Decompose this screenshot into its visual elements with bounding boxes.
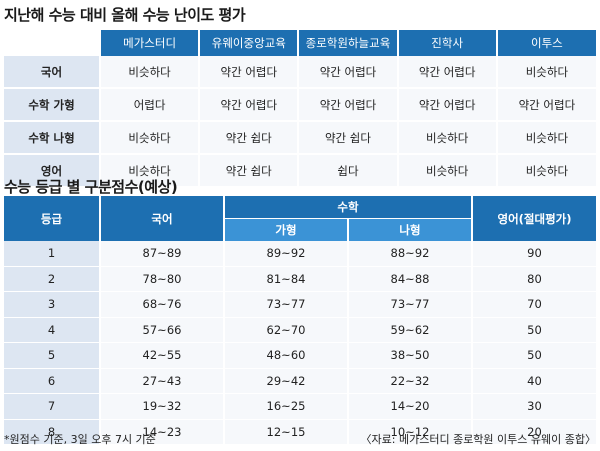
difficulty-table: 메가스터디 유웨이중앙교육 종로학원하늘교육 진학사 이투스 국어 비슷하다 약…: [4, 30, 596, 188]
table-cell: 약간 쉽다: [297, 121, 398, 155]
table-cell: 비슷하다: [495, 121, 596, 155]
korean-cell: 68~76: [99, 291, 224, 318]
math-a-cell: 12~15: [223, 419, 348, 445]
math-a-cell: 29~42: [223, 368, 348, 394]
korean-cell: 27~43: [99, 368, 224, 394]
table-cell: 어렵다: [98, 88, 200, 122]
math-b-cell: 84~88: [347, 266, 472, 292]
table-row: 7 19~32 16~25 14~20 30: [4, 393, 596, 420]
grade-cell: 2: [4, 266, 100, 292]
grade-cell: 8: [4, 419, 100, 445]
table-cell: 비슷하다: [98, 56, 200, 89]
grade-cell: 4: [4, 317, 100, 343]
math-a-cell: 62~70: [223, 317, 348, 343]
difficulty-header-row: 메가스터디 유웨이중앙교육 종로학원하늘교육 진학사 이투스: [4, 30, 596, 56]
grade-cutoff-table: 등급 국어 수학 영어(절대평가) 가형 나형 1 87~89 89~92 88~92…: [4, 196, 596, 445]
table-cell: 약간 어렵다: [396, 88, 497, 122]
table1-title: 지난해 수능 대비 올해 수능 난이도 평가: [4, 6, 246, 24]
table-cell: 약간 어렵다: [396, 56, 497, 89]
grade-cell: 6: [4, 368, 100, 394]
math-a-cell: 73~77: [223, 291, 348, 318]
header-grade: 등급: [4, 196, 100, 241]
corner-cell: [4, 30, 100, 56]
math-a-cell: 16~25: [223, 393, 348, 420]
table-cell: 비슷하다: [495, 154, 596, 188]
row-label: 국어: [4, 56, 100, 89]
math-b-cell: 38~50: [347, 342, 472, 369]
table-cell: 비슷하다: [396, 121, 497, 155]
math-b-cell: 10~12: [347, 419, 472, 445]
english-cell: 90: [471, 241, 596, 267]
table-row: 8 14~23 12~15 10~12 20: [4, 419, 596, 445]
table-cell: 비슷하다: [98, 121, 200, 155]
header-math-a: 가형: [223, 218, 348, 241]
header-uway: 유웨이중앙교육: [198, 30, 299, 56]
table-row: 1 87~89 89~92 88~92 90: [4, 241, 596, 267]
math-b-cell: 73~77: [347, 291, 472, 318]
korean-cell: 78~80: [99, 266, 224, 292]
math-b-cell: 59~62: [347, 317, 472, 343]
row-label: 수학 나형: [4, 121, 100, 155]
math-a-cell: 89~92: [223, 241, 348, 267]
header-jongro: 종로학원하늘교육: [297, 30, 398, 56]
header-math-b: 나형: [347, 218, 472, 241]
table-cell: 비슷하다: [396, 154, 497, 188]
header-korean: 국어: [99, 196, 224, 241]
table-row: 3 68~76 73~77 73~77 70: [4, 291, 596, 318]
header-english: 영어(절대평가): [471, 196, 596, 241]
table-cell: 약간 쉽다: [198, 154, 299, 188]
grade-cell: 3: [4, 291, 100, 318]
math-b-cell: 22~32: [347, 368, 472, 394]
english-cell: 50: [471, 317, 596, 343]
table-row: 수학 가형 어렵다 약간 어렵다 약간 어렵다 약간 어렵다 약간 어렵다: [4, 88, 596, 122]
header-megastudy: 메가스터디: [98, 30, 200, 56]
table-row: 수학 나형 비슷하다 약간 쉽다 약간 쉽다 비슷하다 비슷하다: [4, 121, 596, 155]
table-row: 2 78~80 81~84 84~88 80: [4, 266, 596, 292]
korean-cell: 19~32: [99, 393, 224, 420]
header-etoos: 이투스: [495, 30, 596, 56]
english-cell: 30: [471, 393, 596, 420]
row-label: 영어: [4, 154, 100, 188]
table-cell: 쉽다: [297, 154, 398, 188]
grade-header-row: 등급 국어 수학 영어(절대평가): [4, 196, 596, 241]
grade-subheader-row: 가형 나형: [4, 218, 596, 241]
english-cell: 50: [471, 342, 596, 369]
english-cell: 40: [471, 368, 596, 394]
header-math: 수학: [223, 196, 472, 219]
table-row: 영어 비슷하다 약간 쉽다 쉽다 비슷하다 비슷하다: [4, 154, 596, 188]
korean-cell: 14~23: [99, 419, 224, 445]
math-a-cell: 48~60: [223, 342, 348, 369]
table-row: 6 27~43 29~42 22~32 40: [4, 368, 596, 394]
grade-cell: 5: [4, 342, 100, 369]
korean-cell: 42~55: [99, 342, 224, 369]
grade-cell: 7: [4, 393, 100, 420]
math-b-cell: 14~20: [347, 393, 472, 420]
table2-title: 수능 등급 별 구분점수(예상): [4, 178, 178, 196]
table-cell: 약간 어렵다: [297, 56, 398, 89]
english-cell: 20: [471, 419, 596, 445]
table-cell: 약간 어렵다: [198, 88, 299, 122]
math-a-cell: 81~84: [223, 266, 348, 292]
table-cell: 약간 어렵다: [495, 88, 596, 122]
source-note: 〈자료: 메가스터디 종로학원 이투스 유웨이 종합〉: [360, 433, 596, 446]
table-row: 5 42~55 48~60 38~50 50: [4, 342, 596, 369]
korean-cell: 87~89: [99, 241, 224, 267]
row-label: 수학 가형: [4, 88, 100, 122]
english-cell: 70: [471, 291, 596, 318]
table-cell: 약간 어렵다: [297, 88, 398, 122]
math-b-cell: 88~92: [347, 241, 472, 267]
header-jinhaksa: 진학사: [396, 30, 497, 56]
table-row: 4 57~66 62~70 59~62 50: [4, 317, 596, 343]
table-cell: 비슷하다: [98, 154, 200, 188]
english-cell: 80: [471, 266, 596, 292]
table-cell: 약간 쉽다: [198, 121, 299, 155]
footnote: *원점수 기준, 3일 오후 7시 기준: [4, 433, 156, 446]
table-cell: 비슷하다: [495, 56, 596, 89]
table-cell: 약간 어렵다: [198, 56, 299, 89]
korean-cell: 57~66: [99, 317, 224, 343]
grade-cell: 1: [4, 241, 100, 267]
table-row: 국어 비슷하다 약간 어렵다 약간 어렵다 약간 어렵다 비슷하다: [4, 56, 596, 89]
